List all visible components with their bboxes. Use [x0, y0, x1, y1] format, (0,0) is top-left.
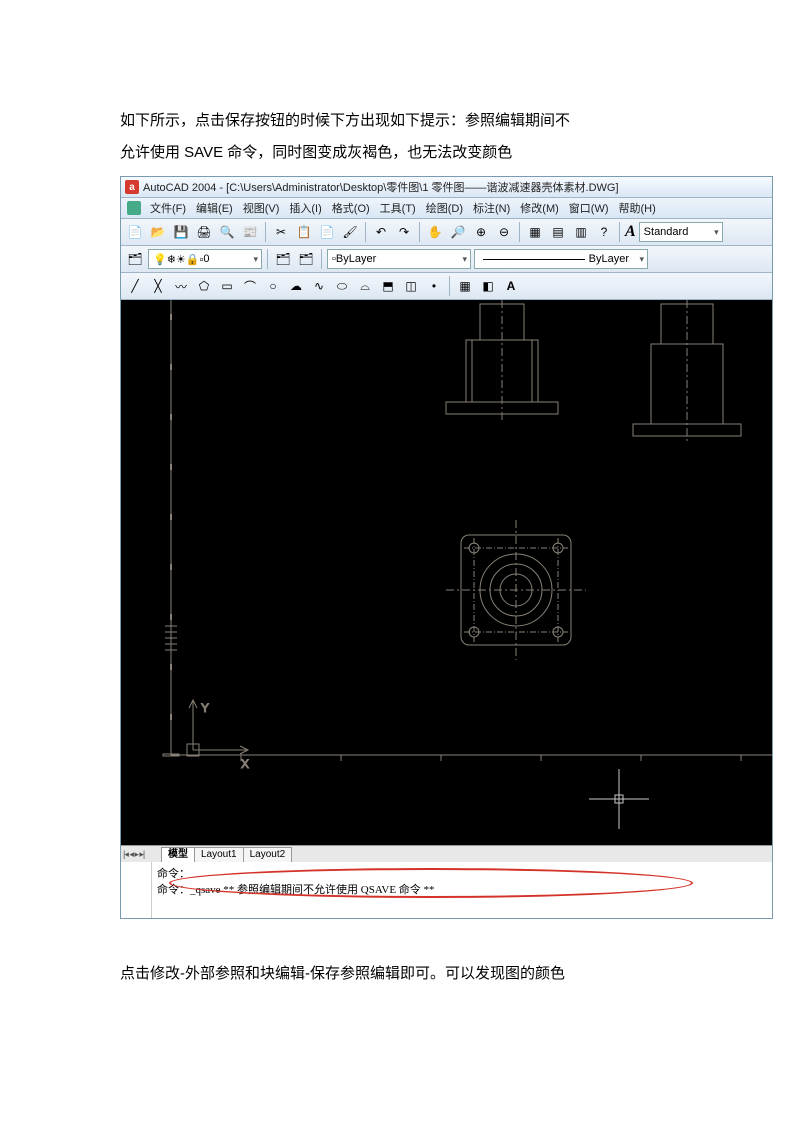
- ellipse-icon[interactable]: ⬭: [332, 276, 352, 296]
- text-icon[interactable]: A: [501, 276, 521, 296]
- redo-icon[interactable]: ↷: [394, 222, 414, 242]
- new-icon[interactable]: 📄: [125, 222, 145, 242]
- open-icon[interactable]: 📂: [148, 222, 168, 242]
- cut-icon[interactable]: ✂: [271, 222, 291, 242]
- plot-icon[interactable]: 🖨: [194, 222, 214, 242]
- ellipse-arc-icon[interactable]: ⌓: [355, 276, 375, 296]
- intro-para: 如下所示，点击保存按钮的时候下方出现如下提示：参照编辑期间不 允许使用 SAVE…: [120, 105, 673, 168]
- menu-tools[interactable]: 工具(T): [375, 200, 421, 216]
- intro-line-1: 如下所示，点击保存按钮的时候下方出现如下提示：参照编辑期间不: [120, 105, 673, 137]
- revcloud-icon[interactable]: ☁: [286, 276, 306, 296]
- svg-text:X: X: [241, 757, 249, 771]
- paste-icon[interactable]: 📄: [317, 222, 337, 242]
- menu-insert[interactable]: 插入(I): [284, 200, 326, 216]
- draw-toolbar: ╱ ╳ 〰 ⬠ ▭ ⌒ ○ ☁ ∿ ⬭ ⌓ ⬒ ◫ • ▦ ◧ A: [121, 273, 772, 300]
- tab-layout1[interactable]: Layout1: [194, 847, 244, 862]
- layout-tabs: |◂ ◂ ▸ ▸| 模型 Layout1 Layout2: [121, 845, 772, 862]
- textstyle-dropdown[interactable]: Standard: [639, 222, 723, 242]
- tab-nav-arrows[interactable]: |◂ ◂ ▸ ▸|: [123, 849, 144, 860]
- layer-prev-icon[interactable]: 🗂: [296, 249, 316, 269]
- rectangle-icon[interactable]: ▭: [217, 276, 237, 296]
- undo-icon[interactable]: ↶: [371, 222, 391, 242]
- document-icon: [127, 201, 141, 215]
- tool-pal-icon[interactable]: ▥: [571, 222, 591, 242]
- point-icon[interactable]: •: [424, 276, 444, 296]
- svg-text:Y: Y: [201, 701, 209, 715]
- match-icon[interactable]: 🖌: [340, 222, 360, 242]
- outro-text: 点击修改-外部参照和块编辑-保存参照编辑即可。可以发现图的颜色: [120, 959, 673, 989]
- autocad-window: a AutoCAD 2004 - [C:\Users\Administrator…: [120, 176, 773, 919]
- publish-icon[interactable]: 📰: [240, 222, 260, 242]
- copy-icon[interactable]: 📋: [294, 222, 314, 242]
- block-icon[interactable]: ◫: [401, 276, 421, 296]
- preview-icon[interactable]: 🔍: [217, 222, 237, 242]
- command-window[interactable]: 命令： 命令：_qsave ** 参照编辑期间不允许使用 QSAVE 命令 **: [121, 862, 772, 918]
- pline-icon[interactable]: 〰: [171, 276, 191, 296]
- polygon-icon[interactable]: ⬠: [194, 276, 214, 296]
- layers-toolbar: 🗂 💡❄☀🔒▫ 0 🗂 🗂 ▫ ByLayer ByLayer: [121, 246, 772, 273]
- help-icon[interactable]: ?: [594, 222, 614, 242]
- menu-help[interactable]: 帮助(H): [614, 200, 661, 216]
- layer-mgr-icon[interactable]: 🗂: [273, 249, 293, 269]
- menu-bar: 文件(F) 编辑(E) 视图(V) 插入(I) 格式(O) 工具(T) 绘图(D…: [121, 198, 772, 219]
- spline-icon[interactable]: ∿: [309, 276, 329, 296]
- region-icon[interactable]: ◧: [478, 276, 498, 296]
- menu-draw[interactable]: 绘图(D): [421, 200, 468, 216]
- layers-icon[interactable]: 🗂: [125, 249, 145, 269]
- linetype-dropdown[interactable]: ByLayer: [474, 249, 648, 269]
- autocad-logo-icon: a: [125, 180, 139, 194]
- standard-toolbar: 📄 📂 💾 🖨 🔍 📰 ✂ 📋 📄 🖌 ↶ ↷ ✋ 🔎 ⊕ ⊖ ▦ ▤ ▥ ?: [121, 219, 772, 246]
- window-title: AutoCAD 2004 - [C:\Users\Administrator\D…: [143, 179, 619, 195]
- intro-line-2: 允许使用 SAVE 命令，同时图变成灰褐色，也无法改变颜色: [120, 137, 673, 169]
- tab-layout2[interactable]: Layout2: [243, 847, 293, 862]
- menu-view[interactable]: 视图(V): [238, 200, 285, 216]
- xline-icon[interactable]: ╳: [148, 276, 168, 296]
- line-icon[interactable]: ╱: [125, 276, 145, 296]
- title-bar: a AutoCAD 2004 - [C:\Users\Administrator…: [121, 177, 772, 198]
- menu-edit[interactable]: 编辑(E): [191, 200, 238, 216]
- textstyle-icon: A: [625, 223, 636, 241]
- zoom-win-icon[interactable]: ⊕: [471, 222, 491, 242]
- insert-icon[interactable]: ⬒: [378, 276, 398, 296]
- menu-dimension[interactable]: 标注(N): [468, 200, 515, 216]
- menu-format[interactable]: 格式(O): [327, 200, 375, 216]
- layer-state-dropdown[interactable]: 💡❄☀🔒▫ 0: [148, 249, 262, 269]
- menu-window[interactable]: 窗口(W): [564, 200, 614, 216]
- zoom-rt-icon[interactable]: 🔎: [448, 222, 468, 242]
- hatch-icon[interactable]: ▦: [455, 276, 475, 296]
- menu-file[interactable]: 文件(F): [145, 200, 191, 216]
- color-dropdown[interactable]: ▫ ByLayer: [327, 249, 471, 269]
- menu-modify[interactable]: 修改(M): [515, 200, 564, 216]
- pan-icon[interactable]: ✋: [425, 222, 445, 242]
- arc-icon[interactable]: ⌒: [240, 276, 260, 296]
- properties-icon[interactable]: ▦: [525, 222, 545, 242]
- circle-icon[interactable]: ○: [263, 276, 283, 296]
- command-history-line: 命令：: [157, 866, 762, 882]
- command-prompt-line: 命令：_qsave ** 参照编辑期间不允许使用 QSAVE 命令 **: [157, 882, 762, 898]
- tab-model[interactable]: 模型: [161, 847, 195, 862]
- save-icon[interactable]: 💾: [171, 222, 191, 242]
- zoom-prev-icon[interactable]: ⊖: [494, 222, 514, 242]
- crosshair-cursor: [589, 769, 649, 829]
- cad-drawing: Y X: [121, 300, 772, 845]
- dcenter-icon[interactable]: ▤: [548, 222, 568, 242]
- drawing-canvas[interactable]: Y X: [121, 300, 772, 845]
